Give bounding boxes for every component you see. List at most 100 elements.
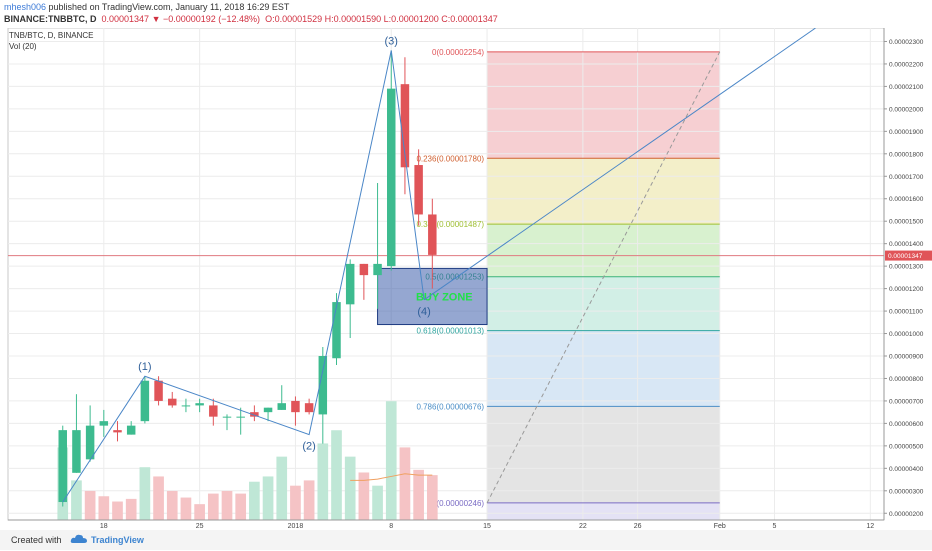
volume-bar xyxy=(71,480,82,520)
volume-bar xyxy=(413,469,424,520)
time-tick-label: 25 xyxy=(196,523,204,530)
candle-body xyxy=(195,403,204,406)
volume-bar xyxy=(125,498,137,520)
fib-zone xyxy=(487,330,720,407)
price-tick-label: 0.00002200 xyxy=(889,61,924,68)
legend-symbol: TNB/BTC, D, BINANCE xyxy=(9,31,93,40)
candle-body xyxy=(209,405,218,417)
volume-bar xyxy=(84,490,96,520)
created-with: Created with xyxy=(11,535,62,545)
fib-zone xyxy=(487,406,720,503)
volume-ma-line xyxy=(350,473,433,481)
fib-zone xyxy=(487,158,720,225)
publish-info: published on TradingView.com, January 11… xyxy=(46,2,290,12)
candle-body xyxy=(263,407,273,413)
price-tick-label: 0.00001300 xyxy=(889,264,924,271)
volume-bar xyxy=(262,476,274,520)
price-tick-label: 0.00001100 xyxy=(889,309,923,316)
volume-bar xyxy=(194,504,205,520)
time-tick-label: 5 xyxy=(773,523,777,530)
candle-body xyxy=(181,405,191,407)
candle-body xyxy=(168,398,177,406)
buy-zone-label: BUY ZONE xyxy=(416,291,473,303)
candle-body xyxy=(250,412,259,417)
tradingview-brand[interactable]: TradingView xyxy=(91,535,144,545)
fib-zone xyxy=(487,276,720,331)
volume-bar xyxy=(399,447,411,520)
price-tick-label: 0.00001900 xyxy=(889,129,924,136)
volume-bar xyxy=(112,501,123,520)
projection-line xyxy=(423,28,816,301)
price-tick-label: 0.00000700 xyxy=(889,398,924,405)
candle-body xyxy=(85,425,95,460)
price-tick-label: 0.00000800 xyxy=(889,376,924,383)
price-tick-label: 0.00002100 xyxy=(889,84,924,91)
price-tick-label: 0.00001200 xyxy=(889,286,924,293)
candle-body xyxy=(154,380,163,401)
price-change: 0.00001347 ▼ −0.00000192 (−12.48%) xyxy=(101,14,261,24)
price-tick-label: 0.00001000 xyxy=(889,331,924,338)
author-link[interactable]: mhesh006 xyxy=(4,2,47,12)
fib-zone xyxy=(487,224,720,277)
time-tick-label: 18 xyxy=(100,523,108,530)
time-tick-label: Feb xyxy=(714,523,726,530)
wave-label: (2) xyxy=(302,441,315,453)
legend-volume: Vol (20) xyxy=(9,42,37,51)
volume-bar xyxy=(372,485,383,520)
ohlc-values: O:0.00001529 H:0.00001590 L:0.00001200 C… xyxy=(265,14,498,24)
symbol-name: BINANCE:TNBBTC, D xyxy=(4,14,97,24)
candle-body xyxy=(72,430,81,473)
candle-body xyxy=(400,84,410,168)
volume-bar xyxy=(276,456,288,520)
candle-body xyxy=(113,430,122,433)
current-price-tag xyxy=(885,250,932,261)
candle-body xyxy=(387,88,396,267)
candle-body xyxy=(318,356,328,415)
time-tick-label: 22 xyxy=(579,523,587,530)
price-tick-label: 0.00001500 xyxy=(889,219,924,226)
volume-bar xyxy=(166,490,178,520)
candle-body xyxy=(304,403,314,413)
volume-bar xyxy=(290,485,301,520)
volume-bar xyxy=(344,456,356,520)
volume-bar xyxy=(358,472,370,520)
candle-body xyxy=(359,263,369,276)
candle-body xyxy=(291,400,300,413)
price-tick-label: 0.00001600 xyxy=(889,196,924,203)
volume-bar xyxy=(249,481,260,520)
price-tick-label: 0.00002300 xyxy=(889,39,924,46)
price-tick-label: 0.00001400 xyxy=(889,241,924,248)
volume-bar xyxy=(98,496,110,520)
time-tick-label: 26 xyxy=(634,523,642,530)
volume-bar xyxy=(385,401,397,520)
wave-label: (1) xyxy=(138,361,151,373)
volume-bar xyxy=(221,490,233,520)
price-axis xyxy=(884,28,932,520)
price-tick-label: 0.00000400 xyxy=(889,466,924,473)
price-chart[interactable]: 0(0.00002254) 0.236(0.00001780) 0.382(0.00… xyxy=(0,28,932,530)
volume-bar xyxy=(180,497,192,520)
price-tick-label: 0.00000300 xyxy=(889,488,924,495)
candle-body xyxy=(126,425,136,435)
volume-bar xyxy=(139,467,151,520)
candle-body xyxy=(236,416,245,418)
elliott-wave-line xyxy=(62,50,425,503)
candle-body xyxy=(222,416,232,418)
volume-bar xyxy=(317,443,329,520)
candle-body xyxy=(277,403,286,410)
wave-label: (3) xyxy=(385,35,398,47)
fib-level-label: 1(0.00000246) xyxy=(432,499,484,508)
publish-line: mhesh006 published on TradingView.com, J… xyxy=(4,2,289,13)
price-tick-label: 0.00001700 xyxy=(889,174,924,181)
volume-bar xyxy=(331,430,342,520)
chart-header: mhesh006 published on TradingView.com, J… xyxy=(0,0,932,28)
fib-level-label: 0.236(0.00001780) xyxy=(416,154,484,163)
time-tick-label: 15 xyxy=(483,523,491,530)
price-tick-label: 0.00000600 xyxy=(889,421,924,428)
fib-level-label: 0.618(0.00001013) xyxy=(416,327,484,336)
candle-body xyxy=(332,302,341,359)
candle-body xyxy=(373,263,382,276)
price-tick-label: 0.00000500 xyxy=(889,443,924,450)
volume-bar xyxy=(207,493,219,520)
fib-zone xyxy=(487,502,720,520)
